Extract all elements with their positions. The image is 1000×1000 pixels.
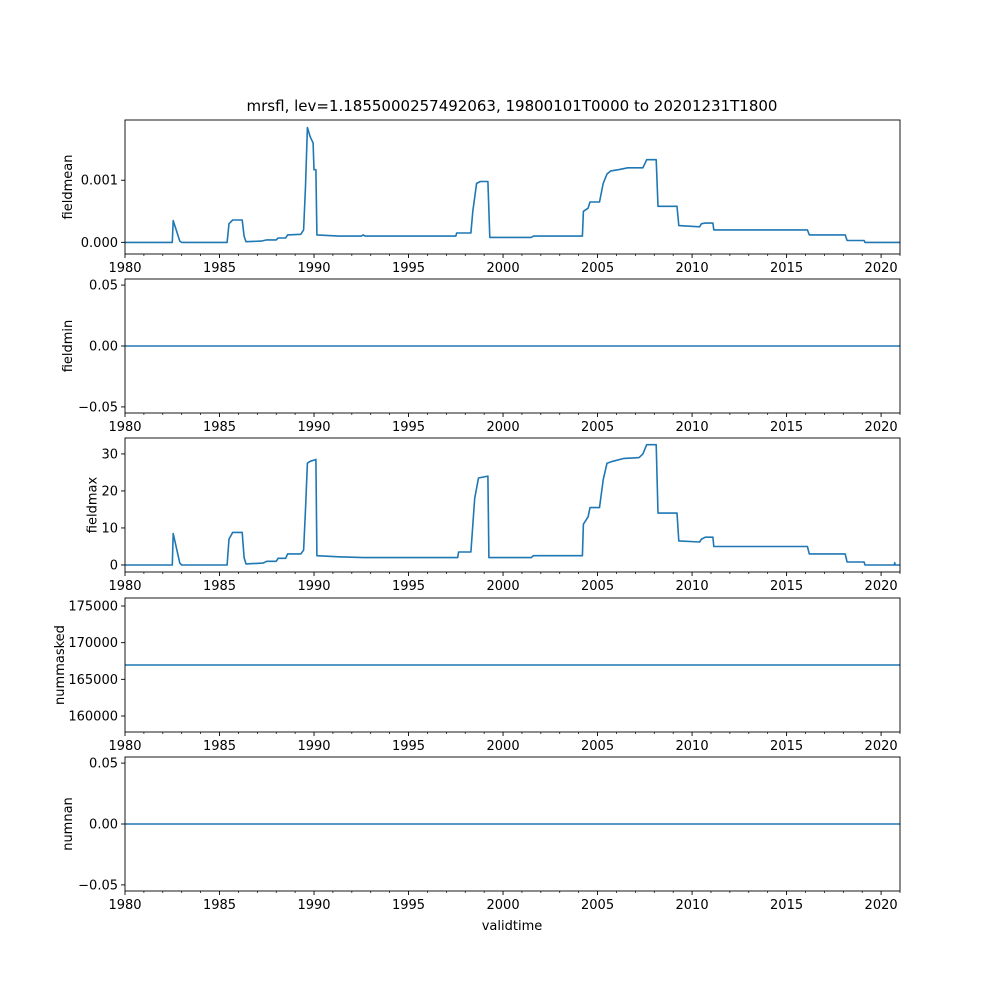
x-tick-label: 1985 (203, 420, 236, 435)
y-tick-label: 0.00 (89, 340, 118, 355)
x-tick-label: 1985 (203, 898, 236, 913)
x-tick-label: 2005 (581, 898, 614, 913)
x-tick-label: 1980 (108, 898, 141, 913)
y-tick-label: 30 (101, 447, 118, 462)
y-tick-label: 170000 (68, 636, 118, 651)
x-tick-label: 2010 (676, 898, 709, 913)
axes-frame (124, 437, 901, 573)
y-axis-label: fieldmean (61, 155, 76, 220)
x-axis-label: validtime (482, 919, 543, 934)
x-tick-label: 2020 (865, 898, 898, 913)
x-tick-label: 1980 (108, 261, 141, 276)
x-tick-label: 2020 (865, 420, 898, 435)
y-tick-label: 0.05 (89, 279, 118, 294)
x-tick-label: 2005 (581, 420, 614, 435)
y-tick-label: 0.001 (81, 174, 118, 189)
y-tick-label: −0.05 (78, 400, 118, 415)
y-tick-label: 175000 (68, 599, 118, 614)
fieldmean-series-line (125, 126, 900, 244)
fieldmax-series-line (125, 443, 900, 566)
x-tick-label: 2015 (770, 898, 803, 913)
y-tick-label: 0.00 (89, 818, 118, 833)
y-tick-label: 165000 (68, 673, 118, 688)
x-tick-label: 1990 (297, 261, 330, 276)
x-tick-label: 2000 (487, 579, 520, 594)
y-axis-label: fieldmin (61, 320, 76, 373)
x-tick-label: 1980 (108, 420, 141, 435)
x-tick-label: 1995 (392, 420, 425, 435)
panel-fieldmax: 1980 1985 1990 1995 2000 2005 2010 2015 2020 0 10 2… (86, 437, 901, 594)
x-tick-label: 1990 (297, 739, 330, 754)
y-axis-label: numnan (61, 797, 76, 851)
x-tick-label: 2010 (676, 739, 709, 754)
x-tick-label: 1985 (203, 579, 236, 594)
x-tick-label: 2020 (865, 579, 898, 594)
x-tick-label: 1990 (297, 420, 330, 435)
x-tick-label: 2015 (770, 579, 803, 594)
x-tick-label: 2010 (676, 420, 709, 435)
x-tick-label: 1980 (108, 579, 141, 594)
y-tick-label: 0.05 (89, 757, 118, 772)
x-tick-label: 1995 (392, 261, 425, 276)
x-tick-label: 2015 (770, 261, 803, 276)
x-tick-label: 1990 (297, 579, 330, 594)
x-tick-label: 2015 (770, 420, 803, 435)
panel-nummasked: 1980 1985 1990 1995 2000 2005 2010 2015 2020 1600… (53, 597, 901, 754)
x-tick-label: 2000 (487, 261, 520, 276)
y-tick-label: −0.05 (78, 878, 118, 893)
x-tick-label: 1995 (392, 739, 425, 754)
x-tick-label: 1990 (297, 898, 330, 913)
x-tick-label: 2005 (581, 739, 614, 754)
y-tick-label: 20 (101, 484, 118, 499)
axes-frame (124, 119, 901, 255)
x-tick-label: 1985 (203, 261, 236, 276)
chart-title: mrsfl, lev=1.1855000257492063, 19800101T… (247, 97, 778, 115)
y-tick-label: 160000 (68, 710, 118, 725)
y-tick-label: 0 (110, 558, 118, 573)
x-tick-label: 1995 (392, 898, 425, 913)
panel-numnan: 1980 1985 1990 1995 2000 2005 2010 2015 2020 −0.0… (61, 756, 901, 913)
y-tick-label: 0.000 (81, 236, 118, 251)
x-tick-label: 2000 (487, 420, 520, 435)
y-axis-label: nummasked (53, 625, 68, 705)
x-tick-label: 2005 (581, 579, 614, 594)
x-tick-label: 2000 (487, 739, 520, 754)
x-tick-label: 2010 (676, 579, 709, 594)
panel-fieldmean: 1980 1985 1990 1995 2000 2005 2010 2015 2020 0.00… (61, 119, 901, 276)
y-axis-label: fieldmax (86, 477, 101, 534)
axes-frame (124, 597, 901, 733)
x-tick-label: 1995 (392, 579, 425, 594)
x-tick-label: 2000 (487, 898, 520, 913)
x-tick-label: 2005 (581, 261, 614, 276)
panel-fieldmin: 1980 1985 1990 1995 2000 2005 2010 2015 2020 −0.0… (61, 278, 901, 435)
x-tick-label: 2020 (865, 261, 898, 276)
x-tick-label: 2020 (865, 739, 898, 754)
x-tick-label: 1980 (108, 739, 141, 754)
x-tick-label: 2015 (770, 739, 803, 754)
x-tick-label: 2010 (676, 261, 709, 276)
y-tick-label: 10 (101, 521, 118, 536)
x-tick-label: 1985 (203, 739, 236, 754)
